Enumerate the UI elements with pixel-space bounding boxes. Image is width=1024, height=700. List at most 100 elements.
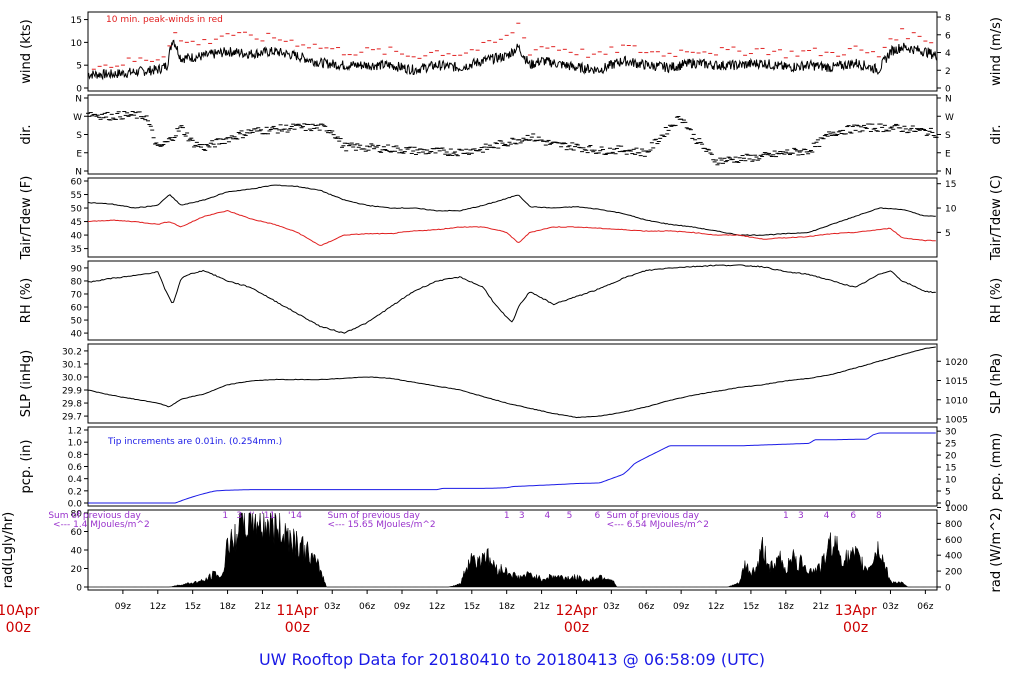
rad-hour-marker: 4 — [545, 511, 551, 521]
xtick-label: 03z — [324, 602, 340, 612]
day-label-time: 00z — [6, 620, 31, 636]
ytick-label-pcp: 1.2 — [68, 427, 82, 437]
ytick-right-label-temp: 15 — [945, 180, 956, 190]
ytick-label-rh: 50 — [71, 317, 83, 327]
ylabel-dir: dir. — [19, 124, 34, 144]
rad-annotation: Sum of previous day — [48, 511, 141, 521]
ytick-right-label-slp: 1010 — [945, 396, 968, 406]
ytick-label-dir: W — [73, 113, 82, 123]
ytick-label-rh: 40 — [71, 330, 83, 340]
ylabel-right-rh: RH (%) — [989, 278, 1004, 323]
ytick-right-label-rad: 400 — [945, 552, 962, 562]
rad-annotation: Sum of previous day — [327, 511, 420, 521]
annotation-wind: 10 min. peak-winds in red — [106, 15, 223, 25]
series-rad-0 — [88, 512, 937, 588]
xtick-label: 15z — [464, 602, 480, 612]
ytick-label-temp: 45 — [71, 218, 82, 228]
ytick-label-rh: 80 — [71, 277, 83, 287]
xtick-label: 12z — [708, 602, 724, 612]
ytick-right-label-rad: 0 — [945, 584, 951, 594]
ytick-right-label-temp: 10 — [945, 205, 957, 215]
ytick-label-slp: 29.9 — [62, 387, 82, 397]
ylabel-rh: RH (%) — [19, 278, 34, 323]
ytick-label-slp: 29.7 — [62, 413, 82, 423]
ytick-right-label-pcp: 30 — [945, 428, 957, 438]
series-dir-0 — [86, 111, 939, 166]
panel-frame-dir — [87, 94, 938, 175]
xtick-label: 21z — [254, 602, 270, 612]
ylabel-right-temp: Tair/Tdew (C) — [989, 175, 1004, 261]
day-label-date: 13Apr — [835, 603, 877, 619]
ytick-right-label-pcp: 15 — [945, 464, 956, 474]
xtick-label: 18z — [219, 602, 235, 612]
ytick-right-label-rad: 800 — [945, 520, 962, 530]
ytick-right-label-rad: 600 — [945, 536, 962, 546]
ytick-label-wind: 15 — [71, 16, 82, 26]
ytick-label-dir: N — [75, 168, 82, 178]
ytick-right-label-pcp: 20 — [945, 452, 957, 462]
panel-frame-slp — [87, 343, 938, 424]
ytick-label-temp: 55 — [71, 191, 82, 201]
rad-hour-marker: 4 — [824, 511, 830, 521]
ytick-label-wind: 0 — [76, 85, 82, 95]
rad-hour-marker: 3 — [798, 511, 804, 521]
xtick-label: 21z — [813, 602, 829, 612]
ylabel-right-dir: dir. — [989, 124, 1004, 144]
ytick-right-label-dir: W — [945, 113, 954, 123]
xtick-label: 15z — [185, 602, 201, 612]
ytick-right-label-dir: N — [945, 95, 952, 105]
xtick-label: 18z — [499, 602, 515, 612]
rad-hour-marker: 8 — [876, 511, 882, 521]
series-temp-tair — [87, 184, 936, 236]
ytick-right-label-dir: S — [945, 131, 951, 141]
ylabel-right-wind: wind (m/s) — [989, 17, 1004, 86]
ytick-label-dir: E — [76, 149, 82, 159]
chart-title: UW Rooftop Data for 20180410 to 20180413… — [258, 650, 766, 669]
ytick-label-rad: 0 — [76, 584, 82, 594]
xtick-label: 06z — [359, 602, 375, 612]
series-rh-0 — [87, 264, 936, 334]
ytick-right-label-rad: 200 — [945, 568, 962, 578]
ytick-label-pcp: 0.6 — [68, 463, 83, 473]
rad-hour-marker: 6 — [595, 511, 601, 521]
series-wind-0 — [87, 39, 937, 81]
day-label-date: 10Apr — [0, 603, 39, 619]
ytick-label-temp: 40 — [71, 232, 83, 242]
rad-annotation: Sum of previous day — [607, 511, 700, 521]
x-axis: 09z 12z 15z 18z 21z 03z 06z 09z 12z 15z 18z 21z 03z 0… — [0, 590, 934, 636]
ytick-label-temp: 50 — [71, 205, 83, 215]
ytick-label-rad: 80 — [71, 510, 83, 520]
ylabel-slp: SLP (inHg) — [19, 350, 34, 418]
ytick-label-dir: S — [76, 131, 82, 141]
series-temp-tdew — [88, 209, 936, 246]
ytick-right-label-slp: 1020 — [945, 358, 968, 368]
series-slp-0 — [87, 346, 936, 419]
ytick-label-rad: 60 — [71, 528, 83, 538]
day-label-date: 12Apr — [555, 603, 597, 619]
panel-wind: 0 5 10 15 0 2 4 6 8 wind (kts) wind (m/s) 10 min. p… — [19, 11, 1004, 95]
xtick-label: 09z — [673, 602, 689, 612]
ytick-right-label-slp: 1005 — [945, 416, 968, 426]
xtick-label: 03z — [882, 602, 898, 612]
ytick-right-label-pcp: 10 — [945, 476, 957, 486]
panel-temp: 35 40 45 50 55 60 5 10 15 Tair/Tdew (F) Tair/Tdew … — [19, 175, 1004, 261]
xtick-label: 03z — [603, 602, 619, 612]
ytick-right-label-dir: N — [945, 168, 952, 178]
rad-annotation: <--- 1.4 MJoules/m^2 — [53, 520, 150, 530]
ytick-label-wind: 10 — [71, 39, 83, 49]
ylabel-right-rad: rad (W/m^2) — [989, 508, 1004, 593]
ytick-right-label-wind: 8 — [945, 14, 951, 24]
rad-annotation: <--- 15.65 MJoules/m^2 — [327, 520, 435, 530]
rad-hour-marker: 5 — [567, 511, 573, 521]
ytick-label-wind: 5 — [76, 62, 82, 72]
ytick-label-rh: 90 — [71, 264, 83, 274]
xtick-label: 09z — [115, 602, 131, 612]
panel-frame-temp — [87, 177, 938, 258]
ytick-right-label-wind: 0 — [945, 85, 951, 95]
rad-hour-marker: '' — [250, 511, 255, 521]
ytick-right-label-rad: 1000 — [945, 504, 968, 514]
